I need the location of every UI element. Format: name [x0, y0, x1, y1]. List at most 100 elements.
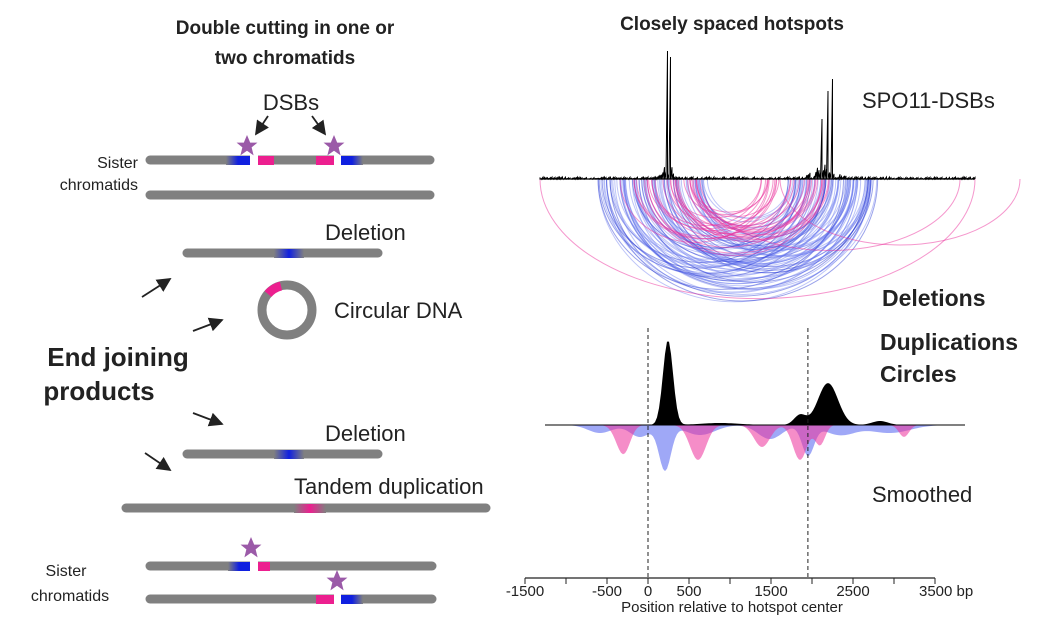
- arc: [683, 178, 768, 215]
- dsbs-label: DSBs: [263, 90, 319, 115]
- arc: [675, 178, 852, 259]
- arc: [691, 178, 819, 233]
- break-end: [316, 156, 334, 165]
- right-panel: Closely spaced hotspots SPO11-DSBs Smoot…: [506, 14, 1021, 616]
- circle-dna: [257, 280, 317, 340]
- arrow: [192, 317, 224, 332]
- break-end: [226, 156, 250, 165]
- arc: [685, 178, 849, 253]
- arrow: [192, 412, 224, 427]
- left-panel: Double cutting in one or two chromatids …: [31, 18, 491, 605]
- dsb-star: [236, 135, 258, 156]
- arc: [702, 178, 858, 249]
- arc: [625, 178, 842, 277]
- arc: [631, 178, 878, 290]
- dsb-track: [539, 50, 976, 181]
- arc: [667, 178, 872, 271]
- arc: [648, 178, 767, 230]
- tick-label: -500: [592, 583, 622, 600]
- gap: [250, 154, 258, 166]
- arc: [651, 178, 763, 227]
- arc: [622, 178, 862, 286]
- arc: [689, 178, 769, 213]
- arc: [658, 178, 855, 267]
- tick-label: -1500: [506, 583, 544, 600]
- arc: [623, 178, 848, 281]
- arc: [661, 178, 871, 274]
- arc: [624, 178, 830, 272]
- arc: [654, 178, 834, 260]
- tick-label: 3500 bp: [919, 583, 973, 600]
- arc: [624, 178, 854, 283]
- gap: [334, 154, 341, 166]
- arrow: [311, 115, 327, 136]
- arc: [674, 178, 824, 243]
- dsb-star: [323, 135, 345, 156]
- sister-label: Sister: [46, 563, 88, 580]
- arc: [619, 178, 770, 243]
- arc: [623, 178, 868, 289]
- arc: [695, 178, 816, 230]
- junction: [264, 281, 283, 298]
- tandem-label: Tandem duplication: [294, 474, 484, 499]
- break-end: [258, 562, 270, 571]
- smoothed-tracks: [545, 341, 965, 472]
- arc: [636, 178, 778, 239]
- title: Closely spaced hotspots: [620, 14, 844, 35]
- arc: [605, 178, 859, 293]
- end-joining-label: products: [43, 376, 154, 406]
- arc: [702, 178, 791, 219]
- spo11-label: SPO11-DSBs: [862, 88, 995, 113]
- deletion-label: Deletion: [325, 421, 406, 446]
- break-end: [228, 562, 250, 571]
- circular-label: Circular DNA: [334, 298, 463, 323]
- arc: [601, 178, 801, 269]
- arc: [603, 178, 858, 294]
- tick-label: 0: [644, 583, 652, 600]
- arc: [673, 178, 869, 267]
- arc: [646, 178, 809, 248]
- break-end: [316, 595, 334, 604]
- arc: [539, 178, 976, 300]
- arc: [676, 178, 813, 237]
- break-end: [341, 595, 363, 604]
- arc: [651, 178, 840, 264]
- arc: [677, 178, 823, 241]
- arc: [606, 178, 826, 278]
- arc: [662, 178, 801, 242]
- arc: [699, 178, 961, 251]
- tick-label: 500: [676, 583, 701, 600]
- legend-entry: Deletions: [882, 285, 986, 311]
- x-axis: -1500 -500 0 500 1500 2500 3500 bp Position rel…: [506, 328, 973, 616]
- arc: [632, 178, 789, 250]
- end-joining-label: End joining: [47, 342, 189, 372]
- legend-entry: Circles: [880, 361, 957, 387]
- arc: [662, 178, 792, 234]
- arc: [669, 178, 762, 219]
- arc: [638, 178, 869, 283]
- arc: [644, 178, 825, 256]
- arc: [633, 178, 769, 237]
- arrow: [141, 278, 172, 298]
- break-end: [258, 156, 274, 165]
- arc: [779, 178, 1021, 246]
- arc: [609, 178, 872, 297]
- arrow: [144, 452, 172, 472]
- legend: Deletions Duplications Circles: [880, 285, 1018, 387]
- sister-label: chromatids: [60, 177, 138, 194]
- arc: [654, 178, 840, 262]
- gap: [250, 560, 258, 572]
- arc: [670, 178, 811, 239]
- arc: [614, 178, 872, 295]
- arc: [694, 178, 867, 257]
- tick-label: 2500: [836, 583, 869, 600]
- arc: [619, 178, 854, 285]
- dsb-star: [240, 537, 262, 558]
- junction: [274, 450, 304, 459]
- title: Double cutting in one or: [176, 18, 395, 39]
- arc: [606, 178, 879, 302]
- deletion-label: Deletion: [325, 220, 406, 245]
- duplication-track: [545, 425, 965, 460]
